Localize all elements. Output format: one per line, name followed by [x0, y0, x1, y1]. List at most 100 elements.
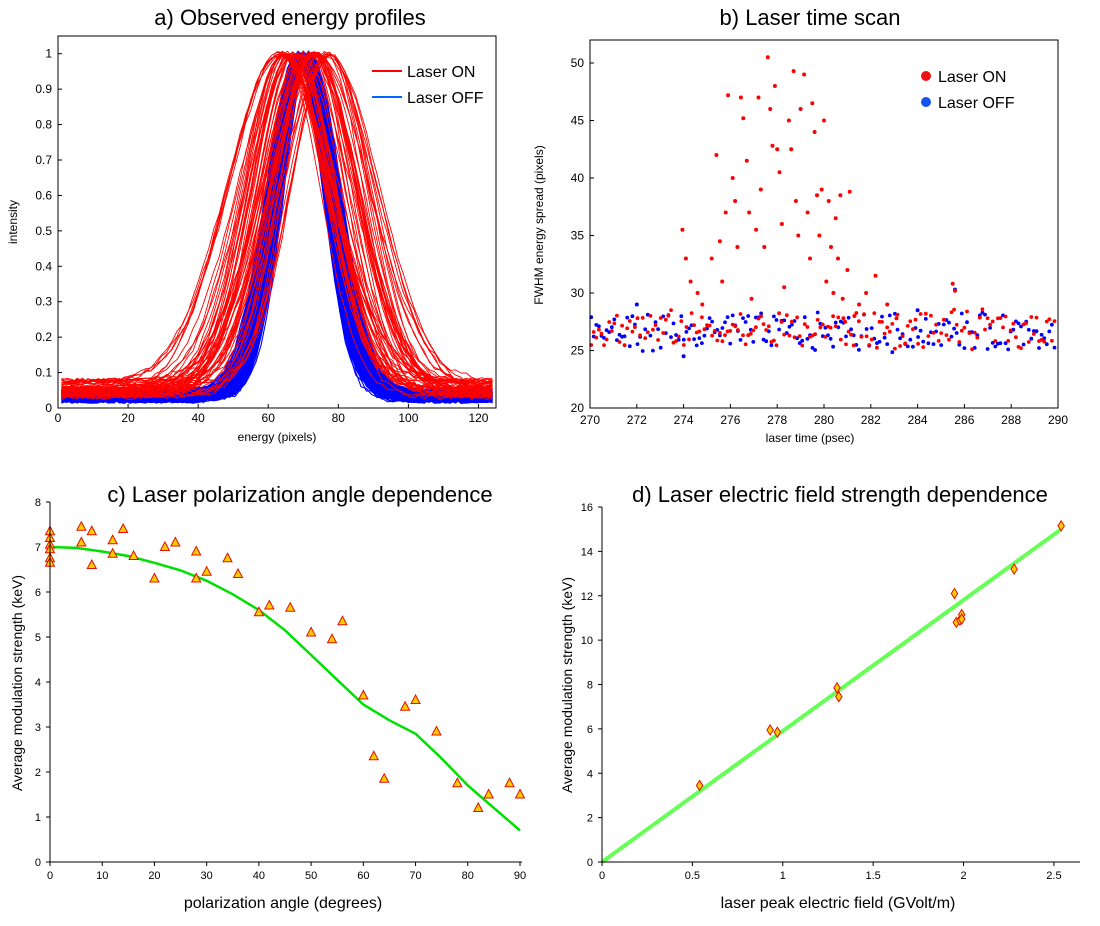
data-point-diamond — [1057, 519, 1065, 532]
scatter-point — [1050, 322, 1054, 327]
scatter-point — [692, 337, 696, 341]
scatter-point — [808, 256, 812, 261]
scatter-point — [653, 320, 658, 325]
scatter-point — [985, 316, 990, 321]
scatter-point — [970, 347, 974, 352]
scatter-point — [634, 302, 639, 307]
scatter-point — [941, 322, 946, 327]
scatter-point — [725, 315, 730, 319]
scatter-point — [800, 338, 805, 343]
data-point-triangle — [284, 601, 296, 612]
scatter-point — [1029, 315, 1034, 319]
legend-laser-off-marker — [921, 97, 931, 107]
legend-laser-off-label: Laser OFF — [938, 95, 1015, 112]
y-tick-label: 16 — [581, 502, 593, 514]
scatter-point — [815, 193, 819, 198]
scatter-point — [921, 345, 926, 349]
scatter-point — [880, 314, 884, 319]
scatter-point — [622, 334, 627, 339]
panel-d-title: d) Laser electric field strength depende… — [632, 482, 1048, 507]
scatter-point — [717, 239, 722, 244]
scatter-point — [728, 329, 733, 333]
y-tick-label: 0.3 — [35, 295, 52, 309]
scatter-point — [957, 342, 962, 347]
y-tick-label: 6 — [587, 724, 593, 736]
data-point-triangle — [378, 772, 390, 783]
scatter-point — [645, 330, 650, 335]
data-point-triangle — [159, 540, 171, 551]
scatter-point — [680, 227, 685, 232]
scatter-point — [857, 319, 861, 324]
scatter-point — [903, 341, 908, 346]
scatter-point — [633, 322, 637, 327]
scatter-point — [674, 339, 678, 343]
scatter-point — [887, 329, 892, 334]
scatter-point — [1019, 346, 1023, 350]
scatter-point — [796, 233, 801, 238]
y-tick-label: 2 — [587, 813, 593, 825]
x-tick-label: 60 — [262, 411, 276, 425]
scatter-point — [815, 310, 820, 315]
scatter-point — [939, 331, 944, 335]
scatter-point — [692, 323, 696, 327]
legend-laser-on-label: Laser ON — [938, 69, 1006, 86]
data-point-diamond — [1010, 563, 1018, 576]
scatter-point — [769, 343, 774, 348]
data-point-triangle — [76, 520, 87, 531]
scatter-point — [854, 311, 859, 315]
scatter-point — [880, 320, 884, 324]
energy-profile-curve — [61, 54, 493, 392]
x-tick-label: 286 — [954, 413, 974, 427]
scatter-point — [980, 310, 985, 315]
scatter-point — [926, 334, 931, 338]
scatter-point — [669, 335, 673, 339]
scatter-point — [710, 333, 714, 338]
scatter-point — [1034, 315, 1039, 320]
scatter-point — [591, 330, 596, 334]
scatter-point — [627, 319, 632, 323]
scatter-point — [617, 332, 622, 337]
scatter-point — [761, 322, 766, 326]
scatter-point — [744, 158, 749, 163]
panel-c: c) Laser polarization angle dependence 0… — [9, 482, 526, 912]
scatter-point — [630, 314, 635, 319]
panel-d-ticks: 0 0.5 1 1.5 2 2.5 0 2 4 6 8 10 12 14 16 — [581, 502, 1062, 882]
scatter-point — [648, 314, 653, 318]
scatter-point — [615, 338, 619, 342]
y-tick-label: 12 — [581, 591, 593, 603]
scatter-point — [789, 147, 794, 152]
scatter-point — [726, 93, 731, 98]
scatter-point — [894, 316, 899, 321]
scatter-point — [838, 193, 843, 198]
scatter-point — [712, 329, 717, 333]
scatter-point — [751, 340, 756, 344]
scatter-point — [818, 325, 823, 330]
scatter-point — [829, 245, 833, 249]
scatter-point — [862, 312, 866, 316]
scatter-point — [959, 311, 964, 316]
scatter-point — [975, 335, 980, 340]
x-tick-label: 100 — [398, 411, 418, 425]
scatter-point — [841, 316, 846, 321]
x-tick-label: 30 — [201, 870, 213, 882]
scatter-point — [998, 316, 1003, 320]
panel-c-fit-curve — [49, 545, 521, 832]
y-tick-label: 30 — [571, 286, 585, 300]
panel-b-points — [589, 55, 1057, 359]
scatter-point — [782, 285, 787, 290]
energy-profile-curve — [61, 54, 493, 385]
scatter-point — [877, 339, 882, 344]
scatter-point — [949, 334, 954, 339]
scatter-point — [765, 55, 770, 60]
panel-b-ylabel: FWHM energy spread (pixels) — [532, 145, 546, 304]
x-tick-label: 1 — [780, 870, 786, 882]
scatter-point — [607, 320, 612, 324]
scatter-point — [844, 342, 848, 347]
scatter-point — [826, 199, 831, 203]
y-tick-label: 45 — [571, 114, 585, 128]
scatter-point — [1026, 327, 1031, 332]
scatter-point — [697, 329, 702, 334]
x-tick-label: 274 — [674, 413, 694, 427]
scatter-point — [772, 84, 777, 88]
scatter-point — [612, 321, 617, 326]
